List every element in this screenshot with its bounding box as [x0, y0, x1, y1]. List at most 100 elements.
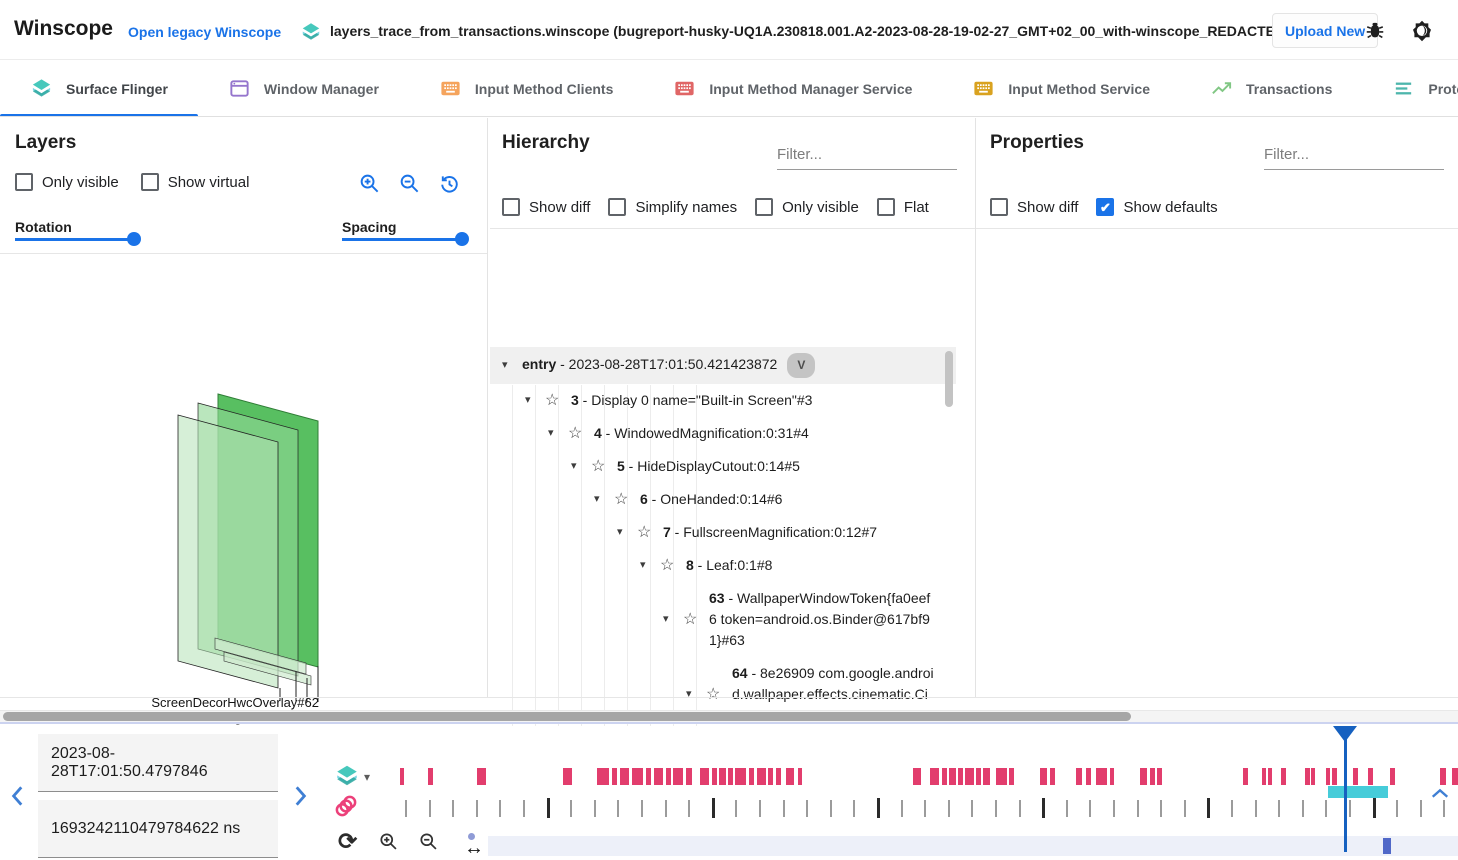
trace-entry-tick[interactable]	[782, 800, 785, 817]
trace-entry-mark[interactable]	[983, 768, 990, 785]
trace-entry-tick[interactable]	[688, 800, 691, 817]
trace-entry-mark[interactable]	[712, 768, 717, 785]
trace-entry-mark[interactable]	[666, 768, 671, 785]
trace-entry-tick[interactable]	[452, 800, 455, 817]
trace-entry-mark[interactable]	[965, 768, 974, 785]
tree-node-6[interactable]: ▾ ☆ 6 - OneHanded:0:14#6	[490, 483, 956, 516]
trace-entry-tick[interactable]	[971, 800, 974, 817]
trace-entry-mark[interactable]	[949, 768, 956, 785]
timeline-zoom-in-icon[interactable]	[378, 831, 399, 852]
checkbox-unchecked-icon[interactable]	[608, 198, 627, 216]
trace-entry-tick[interactable]	[523, 800, 525, 817]
tab-transactions[interactable]: Transactions	[1180, 60, 1362, 116]
tree-node-4[interactable]: ▾ ☆ 4 - WindowedMagnification:0:31#4	[490, 417, 956, 450]
trace-entry-mark[interactable]	[1009, 768, 1014, 785]
trace-entry-tick[interactable]	[475, 800, 478, 817]
tree-node-entry[interactable]: ▾ entry - 2023-08-28T17:01:50.421423872 V	[490, 347, 956, 384]
properties-filter-input[interactable]	[1264, 140, 1444, 170]
trace-entry-mark[interactable]	[1050, 768, 1055, 785]
checkbox-unchecked-icon[interactable]	[755, 198, 774, 216]
trace-entry-mark[interactable]	[1243, 768, 1248, 785]
trace-entry-mark[interactable]	[400, 768, 404, 785]
expand-caret-icon[interactable]: ▾	[594, 493, 600, 505]
trace-entry-mark[interactable]	[942, 768, 947, 785]
hierarchy-scrollbar[interactable]	[945, 351, 953, 407]
trace-entry-mark[interactable]	[976, 768, 981, 785]
trace-entry-tick[interactable]	[1278, 800, 1281, 817]
trace-entry-mark[interactable]	[1326, 768, 1330, 785]
trace-entry-mark[interactable]	[749, 768, 754, 785]
trace-entry-mark[interactable]	[1452, 768, 1458, 785]
timeline-zoom-strip[interactable]	[488, 836, 1458, 856]
trace-entry-tick[interactable]	[664, 800, 667, 817]
zoom-out-icon[interactable]	[398, 172, 421, 195]
trace-entry-tick[interactable]	[735, 800, 738, 817]
bug-report-icon[interactable]	[1364, 20, 1386, 42]
trace-entry-mark[interactable]	[1268, 768, 1272, 785]
trace-entry-mark[interactable]	[428, 768, 433, 785]
tab-window-manager[interactable]: Window Manager	[198, 60, 409, 116]
checkbox-checked-icon[interactable]: ✔	[1096, 198, 1115, 216]
trace-entry-mark[interactable]	[620, 768, 629, 785]
tree-node-8[interactable]: ▾ ☆ 8 - Leaf:0:1#8	[490, 549, 956, 582]
trace-entry-mark[interactable]	[1262, 768, 1266, 785]
trace-entry-mark[interactable]	[646, 768, 651, 785]
checkbox-only-visible[interactable]: Only visible	[15, 173, 119, 191]
trace-entry-mark[interactable]	[597, 768, 609, 785]
checkbox-simplify-names[interactable]: Simplify names	[608, 198, 737, 216]
trace-entry-mark[interactable]	[1150, 768, 1155, 785]
checkbox-flat[interactable]: Flat	[876, 198, 929, 216]
pin-star-icon[interactable]: ☆	[545, 392, 560, 409]
timeline-zoom-out-icon[interactable]	[418, 831, 439, 852]
trace-entry-tick[interactable]	[405, 800, 407, 817]
trace-entry-mark[interactable]	[776, 768, 781, 785]
trace-entry-mark[interactable]	[700, 768, 709, 785]
checkbox-unchecked-icon[interactable]	[15, 173, 33, 191]
trace-entry-tick[interactable]	[570, 800, 573, 817]
layers-3d-view[interactable]	[0, 372, 487, 746]
spacing-slider[interactable]	[342, 232, 469, 246]
trace-entry-mark[interactable]	[673, 768, 683, 785]
refresh-icon[interactable]: ⟳	[338, 828, 358, 854]
trace-entry-mark[interactable]	[798, 768, 802, 785]
trace-entry-tick[interactable]	[759, 800, 761, 817]
trace-entry-tick[interactable]	[900, 800, 903, 817]
trace-entry-tick[interactable]	[1231, 800, 1233, 817]
trace-entry-mark[interactable]	[632, 768, 643, 785]
tab-input-method-manager-service[interactable]: Input Method Manager Service	[643, 60, 942, 116]
expand-caret-icon[interactable]: ▾	[663, 613, 669, 625]
expand-timeline-chevron-icon[interactable]	[1430, 782, 1450, 806]
tree-node-63[interactable]: ▾ ☆ 63 - WallpaperWindowToken{fa0eef6 toke…	[490, 582, 956, 657]
horizontal-scrollbar[interactable]	[0, 710, 1458, 724]
trace-entry-tick[interactable]	[1443, 800, 1446, 817]
tree-node-7[interactable]: ▾ ☆ 7 - FullscreenMagnification:0:12#7	[490, 516, 956, 549]
tab-surface-flinger[interactable]: Surface Flinger	[0, 60, 198, 116]
trace-entry-mark[interactable]	[1332, 768, 1337, 785]
trace-entry-tick[interactable]	[428, 800, 431, 817]
timeline-cursor-handle[interactable]	[1333, 726, 1357, 742]
pin-star-icon[interactable]: ☆	[683, 611, 698, 628]
rotation-slider[interactable]	[15, 232, 141, 246]
trace-entry-mark[interactable]	[1040, 768, 1047, 785]
trace-entry-mark[interactable]	[1440, 768, 1446, 785]
trace-entry-mark[interactable]	[477, 768, 486, 785]
tab-input-method-service[interactable]: Input Method Service	[942, 60, 1180, 116]
trace-entry-tick[interactable]	[1207, 798, 1211, 818]
spacing-slider-thumb[interactable]	[455, 232, 469, 246]
trace-entry-tick[interactable]	[1183, 800, 1186, 817]
trace-entry-mark[interactable]	[996, 768, 1007, 785]
hierarchy-filter-input[interactable]	[777, 140, 957, 170]
checkbox-show-diff[interactable]: Show diff	[990, 198, 1078, 216]
expand-caret-icon[interactable]: ▾	[548, 427, 554, 439]
trace-entry-mark[interactable]	[1281, 768, 1286, 785]
expand-caret-icon[interactable]: ▾	[502, 359, 508, 371]
checkbox-unchecked-icon[interactable]	[876, 198, 895, 216]
trace-entry-tick[interactable]	[853, 800, 856, 817]
trace-entry-tick[interactable]	[1113, 800, 1115, 817]
trace-entry-tick[interactable]	[995, 800, 997, 817]
previous-entry-chevron-icon[interactable]	[8, 784, 28, 808]
transitions-trace-icon[interactable]	[331, 791, 361, 821]
expand-caret-icon[interactable]: ▾	[640, 559, 646, 571]
trace-entry-mark[interactable]	[735, 768, 746, 785]
dark-mode-toggle-icon[interactable]	[1410, 19, 1434, 43]
